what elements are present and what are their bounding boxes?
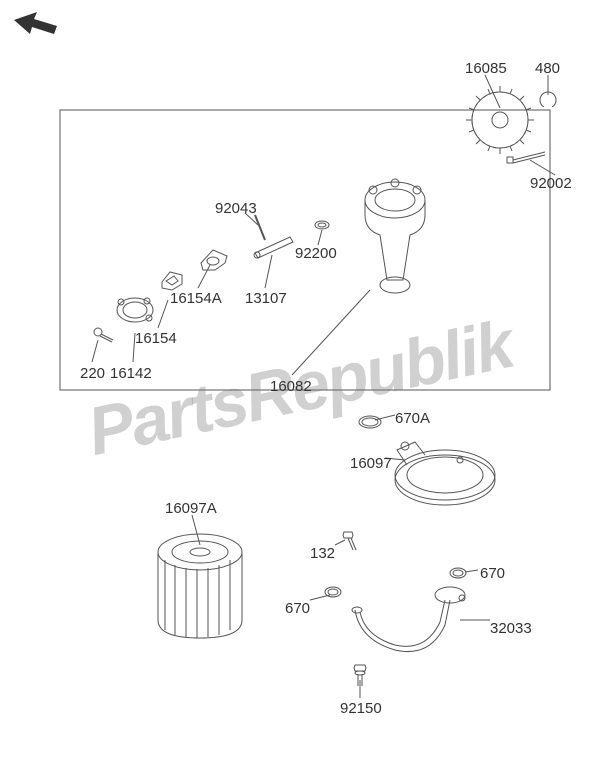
part-label-16154: 16154 bbox=[135, 330, 177, 347]
parts-diagram: PartsRepublik 16085480920029204392200131… bbox=[0, 0, 600, 775]
part-label-92002: 92002 bbox=[530, 175, 572, 192]
part-label-92150: 92150 bbox=[340, 700, 382, 717]
part-label-16154A: 16154A bbox=[170, 290, 222, 307]
part-label-670A: 670A bbox=[395, 410, 430, 427]
part-label-16085: 16085 bbox=[465, 60, 507, 77]
part-label-16097: 16097 bbox=[350, 455, 392, 472]
part-label-132: 132 bbox=[310, 545, 335, 562]
part-label-670_a: 670 bbox=[285, 600, 310, 617]
part-label-220: 220 bbox=[80, 365, 105, 382]
part-label-16082: 16082 bbox=[270, 378, 312, 395]
part-label-16142: 16142 bbox=[110, 365, 152, 382]
part-label-13107: 13107 bbox=[245, 290, 287, 307]
part-label-92200: 92200 bbox=[295, 245, 337, 262]
part-label-92043: 92043 bbox=[215, 200, 257, 217]
part-label-670_b: 670 bbox=[480, 565, 505, 582]
part-label-16097A: 16097A bbox=[165, 500, 217, 517]
part-label-480: 480 bbox=[535, 60, 560, 77]
part-label-32033: 32033 bbox=[490, 620, 532, 637]
